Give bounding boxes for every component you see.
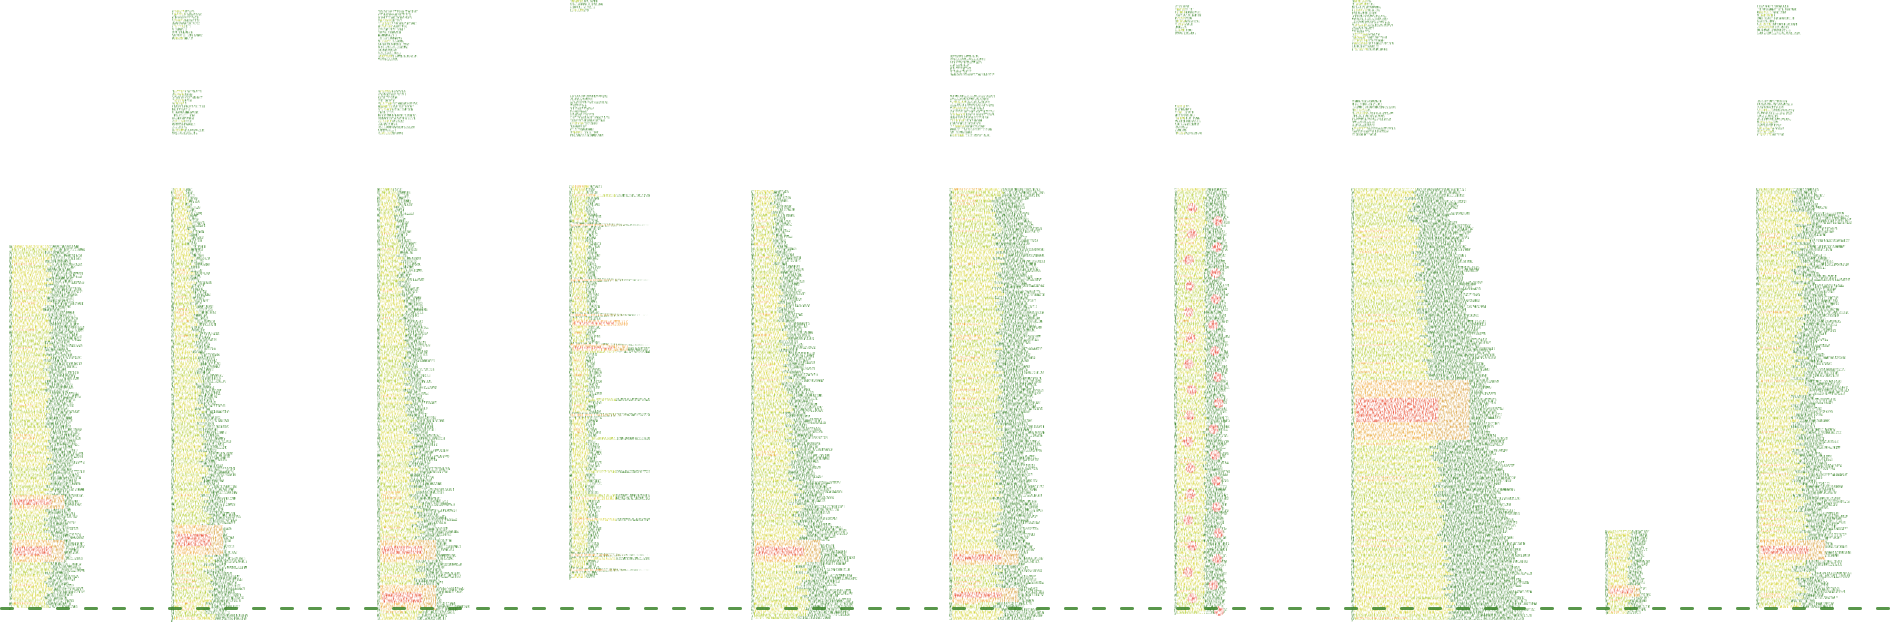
spectrogram-segment-5: [751, 190, 858, 620]
spectrogram-segment-10: [1756, 5, 1852, 610]
spectrogram-segment-2: [171, 10, 248, 622]
spectrogram-segment-8: [1351, 0, 1537, 622]
spectrogram-segment-4: [569, 0, 650, 580]
spectrogram-segment-7: [1174, 5, 1230, 616]
spectrogram-segment-6: [949, 55, 1045, 620]
spectrogram-segment-1: [9, 245, 85, 610]
spectrogram-segment-3: [377, 10, 470, 620]
baseline-dashes: [0, 607, 1890, 610]
spectrogram-segment-9: [1605, 530, 1651, 615]
segments-layer: [9, 0, 1852, 622]
